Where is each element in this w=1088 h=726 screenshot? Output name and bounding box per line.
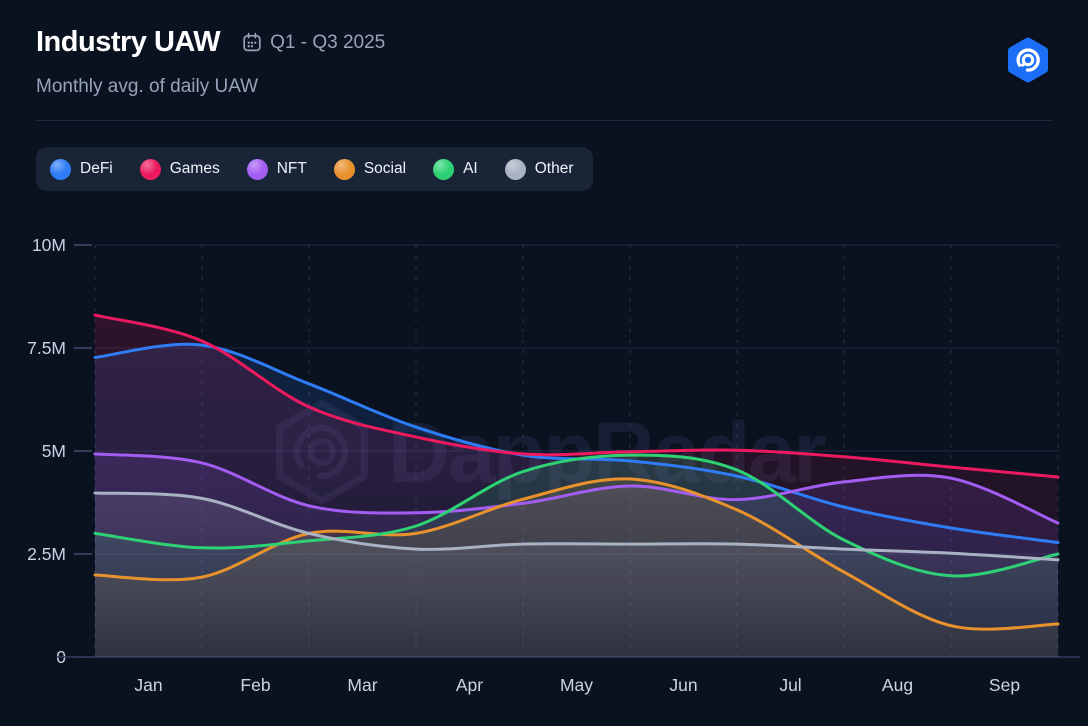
series-area-other	[95, 493, 1058, 657]
header-divider	[36, 120, 1052, 121]
legend-item-social[interactable]: Social	[333, 158, 407, 180]
legend-swatch-nft	[246, 158, 268, 180]
x-axis-label: Apr	[456, 675, 483, 695]
y-axis-label: 7.5M	[27, 338, 66, 358]
legend-label: Social	[363, 160, 407, 177]
x-axis-label: Mar	[347, 675, 377, 695]
x-axis-label: Aug	[882, 675, 913, 695]
series-line-social	[93, 477, 1060, 631]
dappradar-logo[interactable]	[1004, 36, 1052, 84]
page-subtitle: Monthly avg. of daily UAW	[36, 76, 259, 97]
x-axis-label: Feb	[240, 675, 270, 695]
legend: DeFi Games NFT Social AI Other	[36, 147, 594, 191]
calendar-icon	[243, 32, 261, 52]
period-label: Q1 - Q3 2025	[270, 31, 386, 53]
x-axis-label: May	[560, 675, 593, 695]
x-axis-label: Jun	[669, 675, 697, 695]
x-axis-label: Sep	[989, 675, 1020, 695]
period-selector: Q1 - Q3 2025	[242, 32, 385, 54]
y-axis-label: 5M	[42, 441, 66, 461]
series-line-nft	[93, 452, 1060, 525]
page-title: Industry UAW	[36, 26, 221, 58]
legend-item-nft[interactable]: NFT	[246, 158, 307, 180]
legend-item-games[interactable]: Games	[139, 158, 220, 180]
y-axis-label: 2.5M	[27, 544, 66, 564]
legend-swatch-social	[333, 158, 355, 180]
legend-swatch-games	[139, 158, 161, 180]
legend-label: NFT	[276, 160, 307, 177]
series-lines	[93, 313, 1060, 631]
x-axis-label: Jan	[134, 675, 162, 695]
legend-item-ai[interactable]: AI	[433, 158, 478, 180]
legend-label: DeFi	[80, 160, 113, 177]
series-line-games	[93, 313, 1060, 479]
series-line-other	[93, 491, 1060, 562]
chart-header: Industry UAW Q1 - Q3 2025	[36, 26, 385, 59]
legend-swatch-ai	[433, 158, 455, 180]
y-axis-label: 10M	[32, 235, 66, 255]
series-areas	[95, 315, 1058, 657]
series-line-ai	[93, 453, 1060, 578]
legend-label: AI	[463, 160, 478, 177]
legend-swatch-other	[504, 158, 526, 180]
legend-label: Other	[534, 160, 574, 177]
legend-item-defi[interactable]: DeFi	[50, 158, 113, 180]
legend-swatch-defi	[50, 158, 71, 180]
legend-item-other[interactable]: Other	[504, 158, 574, 180]
legend-label: Games	[169, 160, 220, 177]
x-axis-label: Jul	[779, 675, 801, 695]
dappradar-logo-icon	[1008, 37, 1048, 83]
